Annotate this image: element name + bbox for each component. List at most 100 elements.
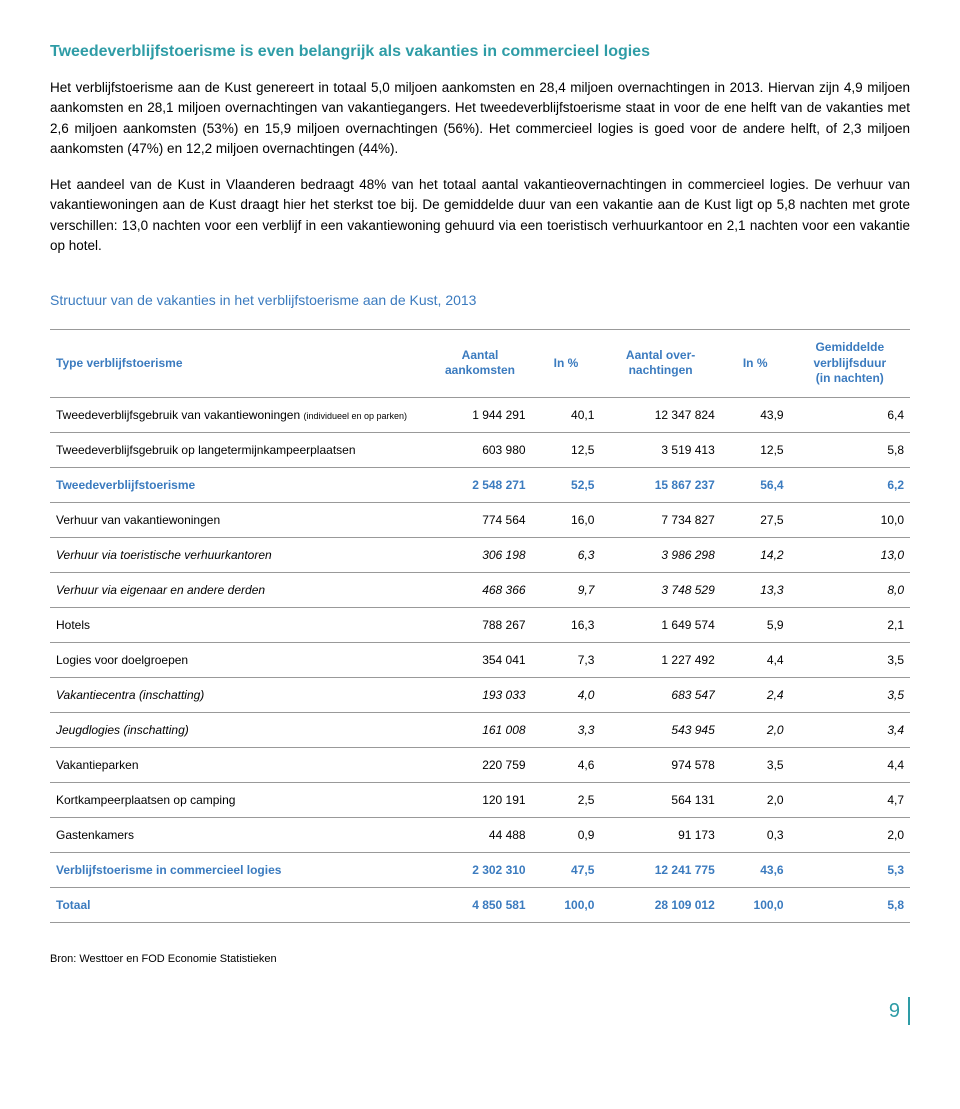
table-cell: 4,4 — [721, 642, 790, 677]
table-cell: 44 488 — [428, 817, 531, 852]
table-row: Vakantieparken220 7594,6974 5783,54,4 — [50, 747, 910, 782]
table-row: Tweedeverblijfstoerisme2 548 27152,515 8… — [50, 467, 910, 502]
table-cell: 2 302 310 — [428, 852, 531, 887]
page-number: 9 — [889, 996, 900, 1026]
table-cell: 12 347 824 — [600, 397, 720, 432]
table-cell: 3,5 — [721, 747, 790, 782]
table-cell: 5,9 — [721, 607, 790, 642]
table-cell: 43,6 — [721, 852, 790, 887]
table-cell: 3 986 298 — [600, 537, 720, 572]
table-cell: Verblijfstoerisme in commercieel logies — [50, 852, 428, 887]
table-row: Jeugdlogies (inschatting)161 0083,3543 9… — [50, 712, 910, 747]
table-cell: 4 850 581 — [428, 887, 531, 922]
table-cell: 56,4 — [721, 467, 790, 502]
table-cell: Kortkampeerplaatsen op camping — [50, 782, 428, 817]
col-header: Gemiddeldeverblijfsduur(in nachten) — [790, 330, 910, 398]
table-cell: 2,0 — [721, 782, 790, 817]
paragraph-1: Het verblijfstoerisme aan de Kust genere… — [50, 78, 910, 159]
table-cell: 4,6 — [532, 747, 601, 782]
table-cell: Gastenkamers — [50, 817, 428, 852]
table-cell: 5,8 — [790, 887, 910, 922]
table-row: Totaal4 850 581100,028 109 012100,05,8 — [50, 887, 910, 922]
table-cell: 3,5 — [790, 642, 910, 677]
table-cell: 3,5 — [790, 677, 910, 712]
table-cell: 3,3 — [532, 712, 601, 747]
table-cell: 3 519 413 — [600, 432, 720, 467]
table-cell: 354 041 — [428, 642, 531, 677]
page-number-wrap: 9 — [50, 997, 910, 1025]
table-cell: 0,3 — [721, 817, 790, 852]
table-cell: 16,0 — [532, 502, 601, 537]
table-cell: 2,0 — [721, 712, 790, 747]
table-cell: Logies voor doelgroepen — [50, 642, 428, 677]
table-cell: 6,4 — [790, 397, 910, 432]
table-cell: 12 241 775 — [600, 852, 720, 887]
col-header: In % — [532, 330, 601, 398]
table-cell: 5,3 — [790, 852, 910, 887]
col-header: Type verblijfstoerisme — [50, 330, 428, 398]
table-row: Gastenkamers44 4880,991 1730,32,0 — [50, 817, 910, 852]
table-cell: Vakantiecentra (inschatting) — [50, 677, 428, 712]
table-cell: 1 944 291 — [428, 397, 531, 432]
paragraph-2: Het aandeel van de Kust in Vlaanderen be… — [50, 175, 910, 256]
table-cell: 52,5 — [532, 467, 601, 502]
table-cell: 2,5 — [532, 782, 601, 817]
table-row: Tweedeverblijfsgebruik van vakantiewonin… — [50, 397, 910, 432]
source-line: Bron: Westtoer en FOD Economie Statistie… — [50, 951, 910, 968]
table-cell: 6,3 — [532, 537, 601, 572]
table-cell: 100,0 — [721, 887, 790, 922]
table-cell: 12,5 — [532, 432, 601, 467]
table-cell: 2,1 — [790, 607, 910, 642]
table-cell: 0,9 — [532, 817, 601, 852]
table-cell: 13,0 — [790, 537, 910, 572]
table-cell: 1 649 574 — [600, 607, 720, 642]
table-cell: Tweedeverblijfsgebruik op langetermijnka… — [50, 432, 428, 467]
table-cell: 15 867 237 — [600, 467, 720, 502]
table-cell: 5,8 — [790, 432, 910, 467]
table-cell: 14,2 — [721, 537, 790, 572]
table-cell: 9,7 — [532, 572, 601, 607]
table-cell: 120 191 — [428, 782, 531, 817]
data-table: Type verblijfstoerismeAantalaankomstenIn… — [50, 329, 910, 923]
table-row: Vakantiecentra (inschatting)193 0334,068… — [50, 677, 910, 712]
table-cell: Tweedeverblijfsgebruik van vakantiewonin… — [50, 397, 428, 432]
table-row: Kortkampeerplaatsen op camping120 1912,5… — [50, 782, 910, 817]
table-row: Hotels788 26716,31 649 5745,92,1 — [50, 607, 910, 642]
table-cell: 3,4 — [790, 712, 910, 747]
table-row: Tweedeverblijfsgebruik op langetermijnka… — [50, 432, 910, 467]
table-cell: 4,7 — [790, 782, 910, 817]
table-cell: 788 267 — [428, 607, 531, 642]
table-cell: 603 980 — [428, 432, 531, 467]
table-row: Verblijfstoerisme in commercieel logies2… — [50, 852, 910, 887]
table-cell: 2,4 — [721, 677, 790, 712]
table-body: Tweedeverblijfsgebruik van vakantiewonin… — [50, 397, 910, 922]
table-cell: Jeugdlogies (inschatting) — [50, 712, 428, 747]
table-cell: 27,5 — [721, 502, 790, 537]
table-cell: 306 198 — [428, 537, 531, 572]
table-row: Verhuur via toeristische verhuurkantoren… — [50, 537, 910, 572]
table-cell: 774 564 — [428, 502, 531, 537]
table-cell: 2,0 — [790, 817, 910, 852]
table-cell: 193 033 — [428, 677, 531, 712]
table-cell: Verhuur via toeristische verhuurkantoren — [50, 537, 428, 572]
table-cell: Tweedeverblijfstoerisme — [50, 467, 428, 502]
table-cell: 4,4 — [790, 747, 910, 782]
table-cell: 220 759 — [428, 747, 531, 782]
table-cell: Verhuur via eigenaar en andere derden — [50, 572, 428, 607]
table-cell: 3 748 529 — [600, 572, 720, 607]
table-cell: 43,9 — [721, 397, 790, 432]
table-cell: 468 366 — [428, 572, 531, 607]
table-cell: 6,2 — [790, 467, 910, 502]
section-heading: Tweedeverblijfstoerisme is even belangri… — [50, 40, 910, 64]
table-cell: 91 173 — [600, 817, 720, 852]
table-cell: 4,0 — [532, 677, 601, 712]
table-cell: 7 734 827 — [600, 502, 720, 537]
table-cell: 40,1 — [532, 397, 601, 432]
table-cell: Verhuur van vakantiewoningen — [50, 502, 428, 537]
table-header-row: Type verblijfstoerismeAantalaankomstenIn… — [50, 330, 910, 398]
table-cell: 7,3 — [532, 642, 601, 677]
table-cell: Hotels — [50, 607, 428, 642]
table-cell: 683 547 — [600, 677, 720, 712]
table-heading: Structuur van de vakanties in het verbli… — [50, 290, 910, 311]
table-cell: 8,0 — [790, 572, 910, 607]
